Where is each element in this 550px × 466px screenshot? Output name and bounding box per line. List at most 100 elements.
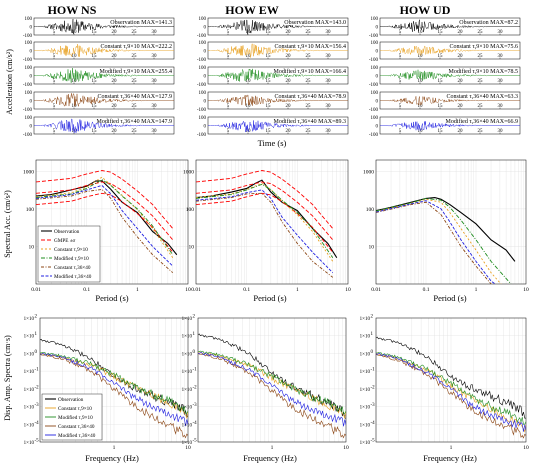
acc-panel: 100 0 -100 5 10 15 20 25 30 Constant τ,9×10 MAX=1… <box>197 41 349 63</box>
panel-frame <box>39 317 189 443</box>
acc-x-tick-label: 25 <box>306 54 312 59</box>
acc-y-tick-label: 0 <box>204 25 207 30</box>
series-line <box>376 336 526 419</box>
acc-panel: 100 0 -100 5 10 15 20 25 30 Modified τ,9×10 MAX=7… <box>369 66 521 88</box>
y-tick-label: 1×10 <box>360 317 371 322</box>
acc-panel: 100 0 -100 5 10 15 20 25 30 Constant τ,9×10 MAX=2… <box>23 41 175 63</box>
panel-frame <box>35 159 189 285</box>
series-line <box>196 170 334 229</box>
y-tick-label: 10 <box>29 244 35 250</box>
acc-y-tick-label: 0 <box>376 124 379 129</box>
y-tick-label: 1×10 <box>182 370 193 375</box>
series-line <box>376 198 502 284</box>
acc-x-tick-label: 30 <box>498 30 504 35</box>
acc-series-label: Modified τ,36×40 MAX=89.3 <box>273 118 346 125</box>
acc-panel: 100 0 -100 5 10 15 20 25 30 Constant τ,9×10 MAX=7… <box>369 41 521 63</box>
acc-x-tick-label: 25 <box>478 79 484 84</box>
acc-x-tick-label: 25 <box>132 54 138 59</box>
legend: Observation GMPE ±σ Constant τ,9×10 Modifie… <box>37 225 101 283</box>
acc-x-tick-label: 5 <box>53 129 56 134</box>
acc-x-tick-label: 30 <box>326 30 332 35</box>
series-group <box>196 170 338 278</box>
legend-label: Modified τ,36×40 <box>54 273 92 280</box>
acc-x-tick-label: 20 <box>286 54 292 59</box>
series-line <box>376 353 526 432</box>
acc-y-tick-label: -100 <box>369 58 379 63</box>
acc-x-tick-label: 5 <box>399 30 402 35</box>
acc-x-tick-label: 5 <box>227 79 230 84</box>
y-tick-label: 1×10 <box>24 423 35 428</box>
y-tick-exponent: 0 <box>35 350 38 355</box>
sa-xlabel-ud: Period (s) <box>433 293 466 303</box>
x-tick-label: 0.1 <box>423 287 430 293</box>
sa-panel-ud: 0.01 0.1 1 10 1000 100 10 <box>363 159 529 293</box>
acc-y-tick-label: 100 <box>199 41 207 46</box>
series-line <box>40 352 188 427</box>
acc-y-tick-label: 100 <box>25 91 33 96</box>
sa-xlabel-ns: Period (s) <box>95 293 128 303</box>
y-tick-label: 1×10 <box>360 388 371 393</box>
acc-y-tick-label: -100 <box>369 108 379 113</box>
acc-y-tick-label: 0 <box>376 74 379 79</box>
acc-series-label: Constant τ,36×40 MAX=78.9 <box>274 94 346 100</box>
acc-x-tick-label: 20 <box>286 30 292 35</box>
y-tick-label: 1×10 <box>360 352 371 357</box>
legend-label: Constant τ,9×10 <box>58 406 92 412</box>
acc-waveform <box>33 93 175 107</box>
y-tick-label: 100 <box>186 207 195 213</box>
acc-y-tick-label: -100 <box>197 83 207 88</box>
acc-series-label: Modified τ,9×10 MAX=166.4 <box>273 68 346 75</box>
acc-y-tick-label: 0 <box>204 99 207 104</box>
acc-y-tick-label: -100 <box>369 34 379 39</box>
acc-y-tick-label: 100 <box>371 116 379 121</box>
series-line <box>36 176 174 258</box>
x-tick-label: 1 <box>450 445 453 451</box>
acc-x-tick-label: 20 <box>458 104 464 109</box>
acc-x-tick-label: 25 <box>132 104 138 109</box>
acc-panel: 100 0 -100 5 10 15 20 25 30 Constant τ,36×40 MAX=… <box>23 91 175 113</box>
y-tick-exponent: -1 <box>193 368 198 373</box>
series-line <box>376 352 526 425</box>
acc-x-tick-label: 20 <box>458 54 464 59</box>
x-tick-label: 10 <box>523 445 529 451</box>
acc-x-tick-label: 10 <box>418 30 424 35</box>
acc-y-tick-label: 100 <box>199 91 207 96</box>
fas-panel-ns: 1 101×10 -51×10 -41×10 -31×10 -21×10 -11×10 01×… <box>24 315 191 452</box>
acc-y-tick-label: 100 <box>199 17 207 22</box>
acc-x-tick-label: 25 <box>306 104 312 109</box>
y-tick-label: 1×10 <box>182 406 193 411</box>
x-tick-label: 0.1 <box>83 287 90 293</box>
acc-x-tick-label: 20 <box>112 54 118 59</box>
acc-x-tick-label: 10 <box>246 54 252 59</box>
acc-waveform <box>33 44 175 57</box>
acc-x-tick-label: 5 <box>399 54 402 59</box>
title-how-ns: HOW NS <box>48 3 97 17</box>
acc-x-tick-label: 20 <box>458 30 464 35</box>
acc-x-tick-label: 5 <box>227 129 230 134</box>
series-line <box>196 192 334 253</box>
y-tick-exponent: -1 <box>35 368 40 373</box>
acc-x-tick-label: 20 <box>112 30 118 35</box>
acc-x-tick-label: 20 <box>286 104 292 109</box>
acc-x-tick-label: 15 <box>266 104 272 109</box>
acc-x-tick-label: 25 <box>132 129 138 134</box>
acc-x-tick-label: 10 <box>72 30 78 35</box>
series-line <box>40 354 188 439</box>
acc-series-label: Modified τ,9×10 MAX=255.4 <box>99 68 172 75</box>
y-tick-label: 1×10 <box>360 370 371 375</box>
y-tick-label: 1×10 <box>182 388 193 393</box>
y-tick-label: 1×10 <box>24 388 35 393</box>
acc-y-tick-label: 0 <box>204 124 207 129</box>
acc-waveform <box>207 94 349 106</box>
acc-series-label: Constant τ,9×10 MAX=75.6 <box>449 44 518 50</box>
series-line <box>36 184 174 267</box>
y-tick-label: 1000 <box>363 169 374 175</box>
acc-x-tick-label: 10 <box>418 129 424 134</box>
acc-y-tick-label: 0 <box>30 49 33 54</box>
acc-y-tick-label: -100 <box>23 58 33 63</box>
acc-panel: 100 0 -100 5 10 15 20 25 30 Constant τ,36×40 MAX=… <box>369 91 521 113</box>
